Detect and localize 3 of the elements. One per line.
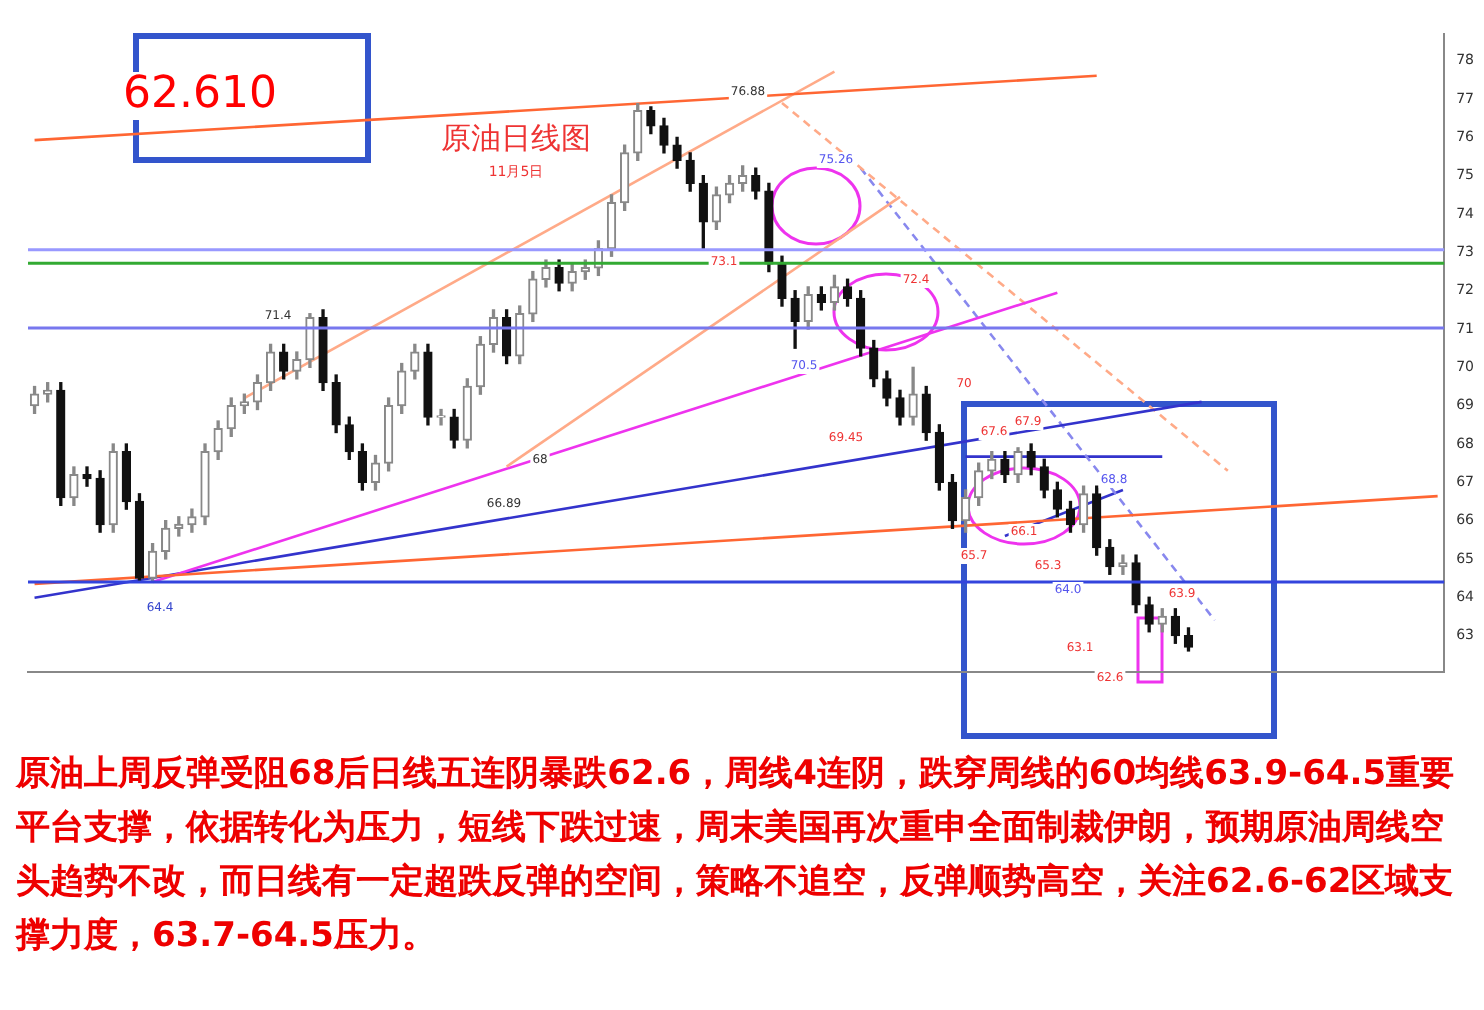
text: 原油上周反弹受阻68后日线五连阴暴跌62.6，周线4连阴，跌穿周线的60均线63.9-64.5重要平台支撑，依据转化为压力，短线下跌过速，周末美国再次重申全面制裁伊朗，预期原油周线空头趋势不改，而日线有一定超跌反弹的空间，策略不追空，反弹顺势高空，关注62.6-62区域支撑力度，63.7-64.5压力。 [13,752,1457,960]
text: 原油日线图 [441,119,591,156]
annotation: 62.610 [123,69,277,120]
